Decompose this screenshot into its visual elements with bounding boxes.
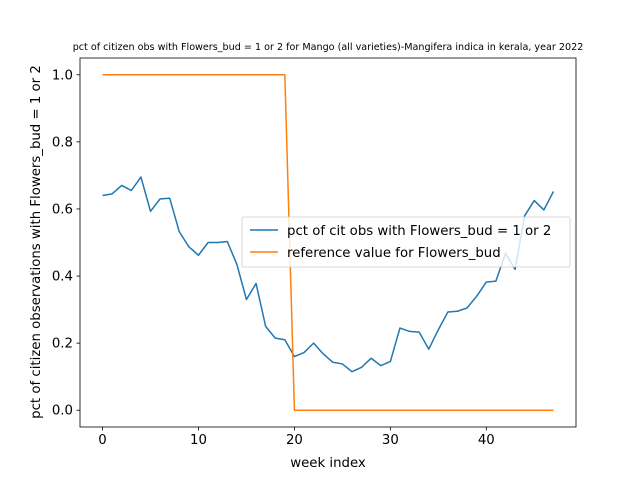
y-tick-label: 0.4 bbox=[52, 270, 73, 285]
series-layer bbox=[102, 74, 555, 411]
y-tick-label: 0.8 bbox=[52, 135, 73, 150]
y-tick-label: 0.6 bbox=[52, 202, 73, 217]
legend-label-series-1: pct of cit obs with Flowers_bud = 1 or 2 bbox=[287, 224, 551, 239]
y-axis-ticks: 0.0 0.2 0.4 0.6 0.8 1.0 bbox=[52, 68, 80, 419]
series-line-2 bbox=[102, 74, 554, 411]
x-axis-ticks: 0 10 20 30 40 bbox=[98, 427, 495, 448]
x-tick-label: 30 bbox=[382, 433, 399, 448]
y-axis-label: pct of citizen observations with Flowers… bbox=[29, 65, 44, 419]
y-tick-label: 0.2 bbox=[52, 337, 73, 352]
y-tick-label: 1.0 bbox=[52, 68, 73, 83]
x-tick-label: 0 bbox=[98, 433, 106, 448]
series-line-1 bbox=[102, 176, 555, 373]
plot-area: 0 10 20 30 40 0.0 0.2 0.4 0.6 0.8 1.0 bbox=[52, 57, 577, 448]
legend: pct of cit obs with Flowers_bud = 1 or 2… bbox=[241, 216, 571, 268]
x-tick-label: 10 bbox=[190, 433, 207, 448]
legend-label-series-2: reference value for Flowers_bud bbox=[287, 246, 501, 261]
plot-frame bbox=[79, 57, 577, 428]
y-tick-label: 0.0 bbox=[52, 404, 73, 419]
legend-box bbox=[241, 216, 571, 268]
x-tick-label: 20 bbox=[286, 433, 303, 448]
x-tick-label: 40 bbox=[478, 433, 495, 448]
chart-title: pct of citizen obs with Flowers_bud = 1 … bbox=[73, 42, 584, 53]
x-axis-label: week index bbox=[290, 456, 366, 471]
